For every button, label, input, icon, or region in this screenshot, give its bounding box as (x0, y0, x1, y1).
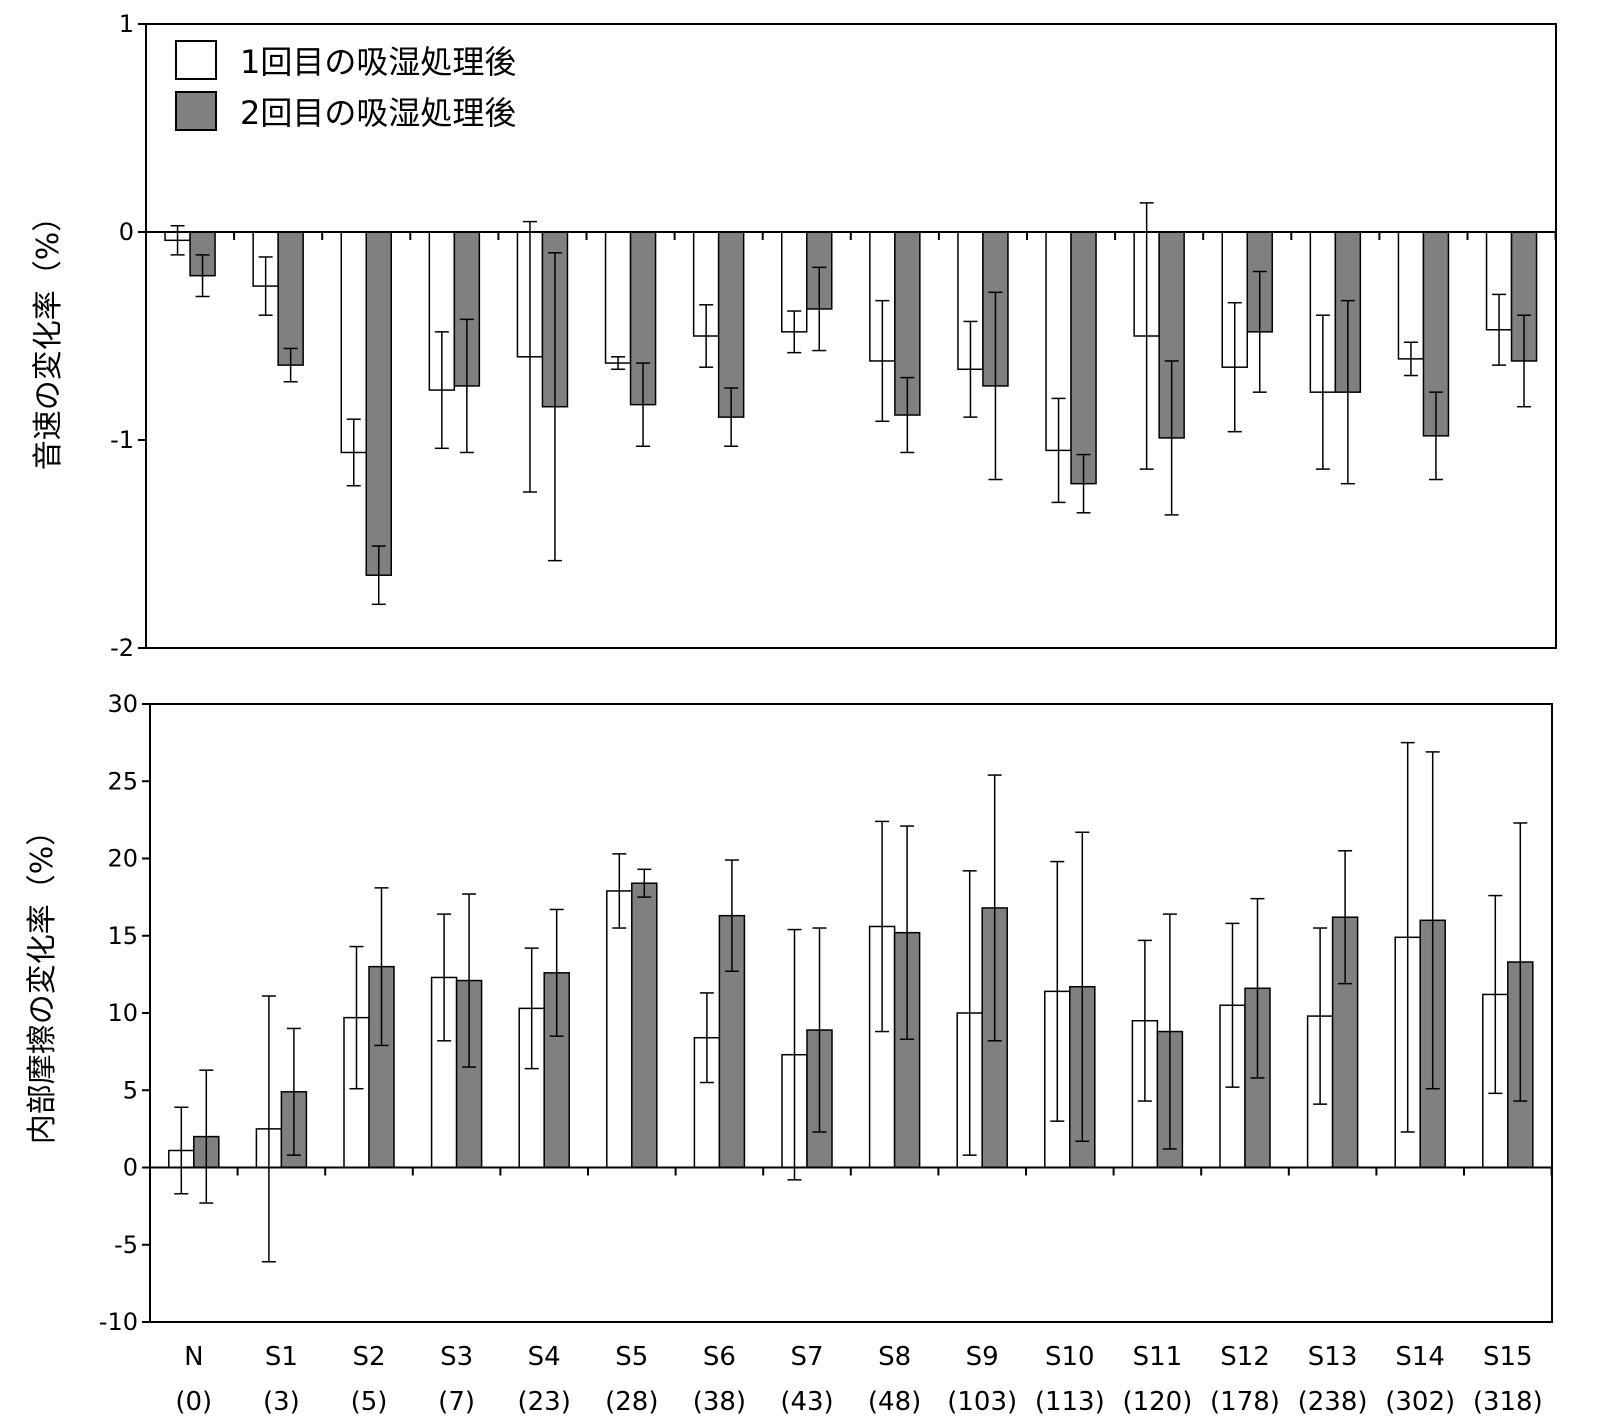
legend-swatch-series1 (175, 40, 217, 80)
bottom-bars (168, 741, 1534, 1263)
category-label: S11 (1133, 1342, 1183, 1372)
bottom-x-ticks (149, 1167, 1553, 1176)
category-label: N (184, 1342, 203, 1372)
category-label: S3 (440, 1342, 473, 1372)
top-bar-s2-S6 (717, 231, 745, 418)
category-sublabel: (178) (1210, 1387, 1280, 1417)
category-sublabel: (113) (1035, 1387, 1105, 1417)
bottom-y-axis-label: 内部摩擦の変化率（%） (25, 816, 60, 1145)
bottom-y-tick-label: 5 (123, 1076, 138, 1104)
bottom-y-tick-label: 20 (107, 845, 138, 873)
legend-swatch-series2 (175, 91, 217, 131)
bottom-y-tick-label: 10 (107, 999, 138, 1027)
category-label: S5 (615, 1342, 648, 1372)
top-bar-s2-S10 (1070, 231, 1097, 485)
category-labels: N (0) S1 (3) S2 (5) S3 (7) S4 (23) S5 (28) S6 (38) S7 (… (175, 1342, 1542, 1417)
bottom-y-tick-label: -10 (99, 1308, 138, 1336)
top-y-tick-label: -1 (110, 426, 134, 454)
category-sublabel: (5) (351, 1387, 388, 1417)
category-label: S15 (1483, 1342, 1533, 1372)
category-label: S1 (265, 1342, 298, 1372)
top-y-tick-label: -2 (110, 634, 134, 662)
category-sublabel: (28) (605, 1387, 658, 1417)
category-sublabel: (43) (780, 1387, 833, 1417)
category-sublabel: (120) (1122, 1387, 1192, 1417)
top-bars (164, 202, 1538, 606)
top-bar-s2-S2 (365, 231, 392, 576)
category-sublabel: (302) (1385, 1387, 1455, 1417)
top-plot-frame (145, 23, 1557, 649)
category-sublabel: (48) (868, 1387, 921, 1417)
category-label: S14 (1395, 1342, 1445, 1372)
top-bar-s1-S2 (340, 231, 367, 454)
top-bar-s1-S14 (1397, 231, 1425, 360)
category-sublabel: (0) (175, 1387, 212, 1417)
category-sublabel: (318) (1473, 1387, 1543, 1417)
top-y-axis-label: 音速の変化率（%） (31, 202, 66, 471)
legend-label-series2: 2回目の吸湿処理後 (240, 94, 516, 132)
top-panel-sound-speed: 1 0 -1 -2 音速の変化率（%） (31, 10, 1557, 662)
category-label: S8 (878, 1342, 911, 1372)
top-y-axis: 1 0 -1 -2 (110, 10, 146, 662)
category-label: S13 (1308, 1342, 1358, 1372)
bottom-y-tick-label: -5 (114, 1231, 138, 1259)
bottom-y-tick-label: 15 (107, 922, 138, 950)
category-sublabel: (103) (947, 1387, 1017, 1417)
category-sublabel: (3) (263, 1387, 300, 1417)
bottom-y-tick-label: 30 (107, 690, 138, 718)
category-label: S6 (703, 1342, 736, 1372)
category-sublabel: (7) (438, 1387, 475, 1417)
legend: 1回目の吸湿処理後 2回目の吸湿処理後 (175, 40, 516, 132)
bottom-bar-s1-S5 (606, 890, 633, 1169)
category-label: S10 (1045, 1342, 1095, 1372)
category-sublabel: (23) (518, 1387, 571, 1417)
top-bar-s2-S1 (277, 231, 304, 366)
category-label: S12 (1220, 1342, 1270, 1372)
bottom-panel-internal-friction: 30 25 20 15 10 5 0 -5 -10 内部摩擦の変化率（%） (25, 690, 1553, 1336)
bottom-y-tick-label: 0 (123, 1154, 138, 1182)
category-label: S9 (966, 1342, 999, 1372)
category-label: S4 (528, 1342, 561, 1372)
bottom-bar-s2-S5 (631, 882, 658, 1169)
top-y-tick-label: 1 (119, 10, 134, 38)
top-bar-s1-S5 (604, 231, 632, 364)
bottom-y-tick-label: 25 (107, 767, 138, 795)
bottom-y-axis: 30 25 20 15 10 5 0 -5 -10 (99, 690, 150, 1336)
top-x-ticks (145, 232, 1557, 240)
category-sublabel: (238) (1298, 1387, 1368, 1417)
top-y-tick-label: 0 (119, 218, 134, 246)
legend-label-series1: 1回目の吸湿処理後 (240, 43, 516, 81)
category-label: S7 (790, 1342, 823, 1372)
category-label: S2 (352, 1342, 385, 1372)
category-sublabel: (38) (693, 1387, 746, 1417)
